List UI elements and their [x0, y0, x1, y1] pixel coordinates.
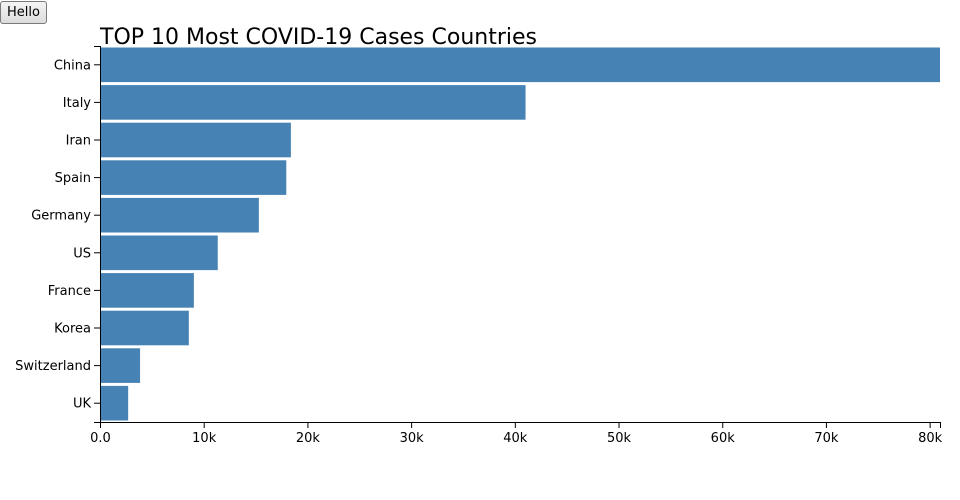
x-tick-label: 30k [400, 431, 425, 446]
bar-france [100, 273, 194, 308]
bar-iran [100, 122, 291, 158]
bar-korea [100, 310, 189, 346]
y-axis: China Italy Iran Spain Germany US France Korea S… [15, 46, 101, 423]
y-tick-label: China [54, 58, 91, 73]
y-tick-label: Spain [55, 171, 91, 186]
x-tick-label: 50k [607, 431, 632, 446]
x-tick-label: 60k [711, 431, 736, 446]
bar-spain [100, 160, 287, 195]
y-tick-label: Germany [31, 209, 91, 224]
x-tick-label: 0.0 [90, 431, 111, 446]
bar-uk [100, 385, 129, 421]
y-tick-label: Italy [63, 96, 92, 111]
bars-group [100, 47, 940, 421]
x-tick-label: 80k [918, 431, 943, 446]
y-tick-label: France [48, 284, 91, 299]
y-tick-label: US [73, 246, 91, 261]
y-tick-label: Iran [66, 134, 91, 149]
x-tick-label: 40k [503, 431, 528, 446]
x-tick-label: 70k [814, 431, 839, 446]
x-tick-label: 10k [192, 431, 217, 446]
y-tick-label: Korea [54, 322, 91, 337]
y-tick-label: UK [73, 397, 92, 412]
x-tick-label: 20k [296, 431, 321, 446]
hello-button[interactable]: Hello [0, 1, 47, 24]
bar-italy [100, 85, 526, 120]
x-axis: 0.0 10k 20k 30k 40k 50k 60k 70k 80k [90, 422, 943, 446]
x-axis-line [100, 422, 941, 428]
bar-china [100, 47, 940, 83]
chart-title: TOP 10 Most COVID-19 Cases Countries [99, 25, 537, 50]
bar-switzerland [100, 348, 141, 383]
y-tick-label: Switzerland [15, 359, 91, 374]
bar-us [100, 235, 218, 271]
bar-germany [100, 197, 259, 233]
y-axis-line [94, 46, 101, 423]
